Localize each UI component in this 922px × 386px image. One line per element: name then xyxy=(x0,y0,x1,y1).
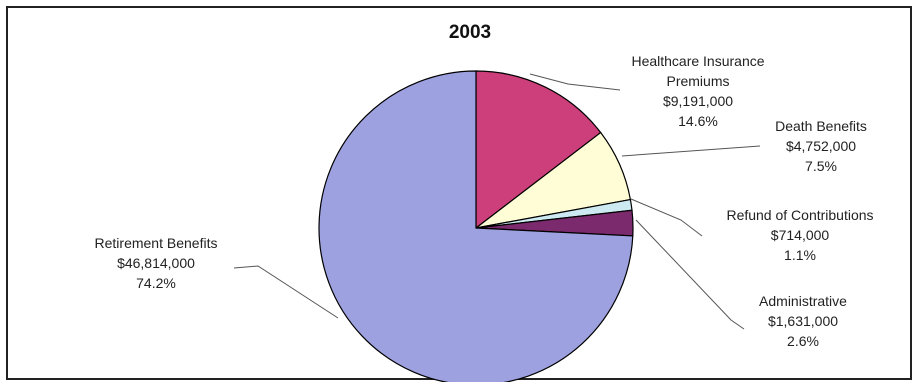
slice-label-death-benefits: Death Benefits $4,752,000 7.5% xyxy=(775,118,867,174)
slice-label-retirement-benefits: Retirement Benefits $46,814,000 74.2% xyxy=(95,235,218,291)
leader-line-refund-of-contributions xyxy=(630,198,703,237)
chart-title: 2003 xyxy=(449,22,491,43)
slice-label-refund-of-contributions: Refund of Contributions $714,000 1.1% xyxy=(726,207,873,263)
leader-line-healthcare-insurance xyxy=(529,73,621,91)
pie-slice-retirement-benefits xyxy=(318,70,634,382)
leader-line-retirement-benefits xyxy=(233,265,339,319)
pie-slice-healthcare-insurance xyxy=(475,70,602,230)
leader-line-death-benefits xyxy=(621,145,761,157)
slice-label-administrative: Administrative $1,631,000 2.6% xyxy=(759,293,847,349)
slice-label-healthcare-insurance: Healthcare Insurance Premiums $9,191,000 14… xyxy=(631,53,764,129)
pie-chart: 2003 Healthcare Insurance Premiums $9,191,… xyxy=(95,22,874,382)
chart-frame: 2003 Healthcare Insurance Premiums $9,191,… xyxy=(6,6,912,382)
leader-line-administrative xyxy=(635,219,745,330)
